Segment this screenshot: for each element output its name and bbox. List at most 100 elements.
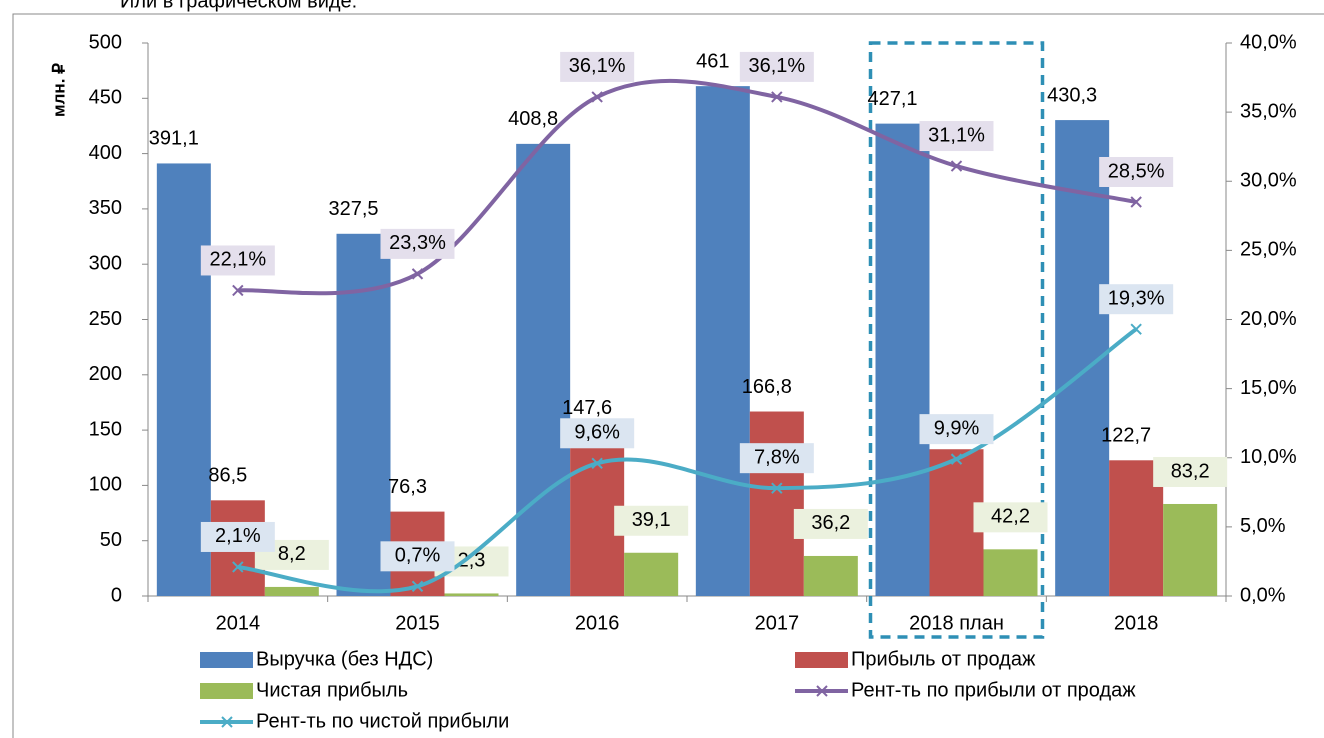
legend-label: Рент-ть по чистой прибыли	[256, 710, 509, 732]
line-marker	[950, 453, 963, 465]
line-marker	[771, 482, 783, 494]
data-label: 166,8	[742, 376, 792, 398]
line	[237, 78, 1137, 296]
data-label: 76,3	[388, 476, 427, 498]
y-tick-label: 350	[89, 197, 122, 219]
data-label-bg	[560, 418, 635, 449]
data-label: 461	[696, 50, 729, 72]
data-label-bg	[380, 541, 455, 572]
data-label-bg	[739, 443, 814, 474]
legend-swatch	[200, 683, 253, 699]
data-label: 2,3	[458, 550, 486, 572]
legend-label: Прибыль от продаж	[851, 648, 1036, 670]
highlight-box	[868, 41, 1045, 639]
data-label: 28,5%	[1108, 160, 1165, 182]
legend-label: Чистая прибыль	[256, 679, 408, 701]
legend-marker	[221, 716, 233, 728]
data-label-bg	[919, 121, 994, 152]
x-tick-label: 2014	[216, 612, 261, 634]
data-label: 9,9%	[934, 417, 980, 439]
y-tick-label: 250	[89, 308, 122, 330]
y-tick-label: 300	[89, 252, 122, 274]
y-tick-label: 400	[89, 142, 122, 164]
bar	[444, 593, 499, 596]
data-label-bg	[919, 414, 994, 445]
data-label-bg	[200, 245, 275, 276]
bar	[516, 143, 571, 597]
data-label: 22,1%	[209, 249, 266, 271]
data-label: 327,5	[328, 198, 378, 220]
bar	[983, 549, 1038, 596]
data-label: 430,3	[1047, 84, 1097, 106]
data-label: 36,2	[811, 512, 850, 534]
line-marker	[591, 457, 603, 469]
data-label-bg	[380, 228, 455, 259]
data-label: 2,1%	[215, 525, 261, 547]
data-label-bg	[973, 502, 1048, 533]
y2-tick-label: 10,0%	[1240, 446, 1297, 468]
y-tick-label: 50	[100, 529, 122, 551]
y2-tick-label: 0,0%	[1240, 584, 1286, 606]
data-label: 391,1	[149, 128, 199, 150]
y2-tick-label: 15,0%	[1240, 377, 1297, 399]
data-label-bg	[1099, 284, 1174, 315]
bar	[695, 86, 750, 596]
data-label-bg	[614, 505, 689, 536]
y-tick-label: 150	[89, 418, 122, 440]
line-marker	[232, 284, 244, 297]
data-label: 427,1	[867, 88, 917, 110]
data-label: 8,2	[278, 543, 306, 565]
y2-tick-label: 5,0%	[1240, 515, 1286, 537]
data-label-bg	[793, 508, 868, 539]
line-marker	[1130, 323, 1142, 335]
legend-label: Выручка (без НДС)	[256, 648, 433, 670]
data-label: 36,1%	[748, 55, 805, 77]
data-label: 23,3%	[389, 232, 446, 254]
y-tick-label: 450	[89, 87, 122, 109]
y2-tick-label: 35,0%	[1240, 100, 1297, 122]
data-label: 122,7	[1101, 425, 1151, 447]
legend-swatch	[795, 652, 848, 668]
data-label-bg	[560, 51, 635, 82]
data-label: 39,1	[632, 509, 671, 531]
chart-frame	[12, 13, 1324, 738]
data-label: 83,2	[1171, 460, 1210, 482]
x-tick-label: 2018 план	[909, 612, 1004, 634]
y2-tick-label: 20,0%	[1240, 308, 1297, 330]
y2-tick-label: 25,0%	[1240, 239, 1297, 261]
x-tick-label: 2018	[1114, 612, 1159, 634]
line-marker	[411, 580, 424, 593]
line-marker	[232, 561, 244, 573]
line-marker	[771, 91, 783, 103]
bar	[803, 555, 858, 596]
x-tick-label: 2016	[575, 612, 620, 634]
y2-tick-label: 40,0%	[1240, 31, 1297, 53]
x-tick-label: 2015	[395, 612, 440, 634]
line-marker	[591, 91, 603, 103]
bar	[624, 552, 679, 596]
data-label: 42,2	[991, 506, 1030, 528]
data-label-bg	[200, 521, 275, 552]
caption: Или в графическом виде:	[120, 0, 357, 12]
line-marker	[411, 268, 424, 280]
data-label: 0,7%	[395, 545, 441, 567]
data-label-bg	[1153, 456, 1228, 487]
bar	[749, 411, 804, 596]
data-label: 408,8	[508, 108, 558, 130]
data-label-bg	[1099, 156, 1174, 187]
bar	[264, 586, 319, 596]
legend-swatch	[200, 652, 253, 668]
line-marker	[950, 160, 963, 172]
y-axis-label: млн. ₽	[49, 63, 68, 117]
y2-tick-label: 30,0%	[1240, 170, 1297, 192]
data-label-bg	[739, 51, 814, 82]
data-label: 147,6	[562, 397, 612, 419]
y-tick-label: 100	[89, 474, 122, 496]
legend-label: Рент-ть по прибыли от продаж	[851, 679, 1136, 701]
data-label: 7,8%	[754, 446, 800, 468]
line	[237, 327, 1138, 594]
data-label: 9,6%	[574, 422, 620, 444]
data-label: 86,5	[208, 465, 247, 487]
